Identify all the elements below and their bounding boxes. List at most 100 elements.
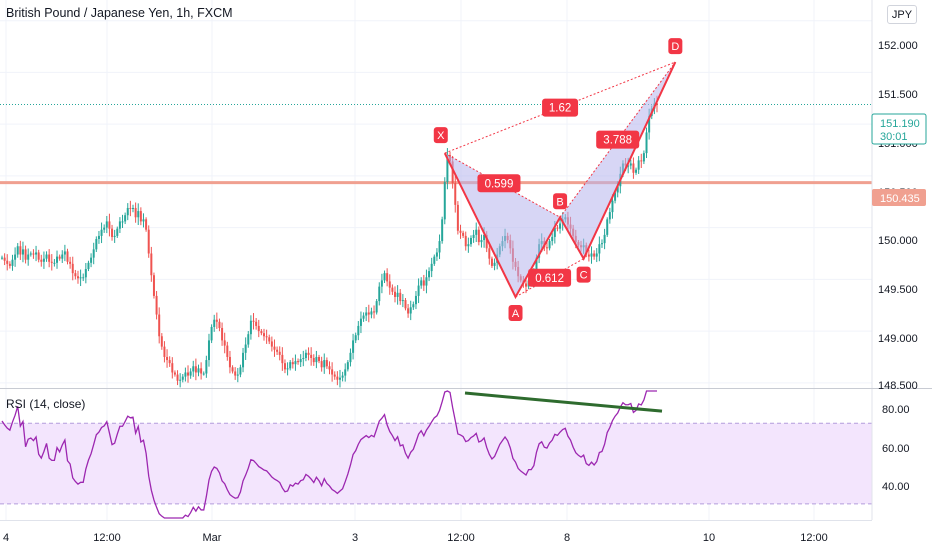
candle-body bbox=[352, 340, 355, 353]
pattern-point-label: B bbox=[553, 193, 568, 210]
candle-body bbox=[231, 367, 234, 372]
candle-body bbox=[475, 229, 478, 235]
candle-body bbox=[459, 230, 462, 233]
pattern-ratio-bg bbox=[528, 268, 572, 287]
candle-body bbox=[443, 182, 446, 220]
candle-body bbox=[124, 215, 127, 222]
price-tick: 152.000 bbox=[878, 40, 918, 52]
candle-body bbox=[42, 258, 45, 262]
candle-body bbox=[559, 223, 562, 229]
candle-body bbox=[477, 229, 480, 243]
candle-body bbox=[386, 273, 389, 282]
price-tick: 150.000 bbox=[878, 235, 918, 247]
candle-body bbox=[320, 361, 323, 368]
candle-body bbox=[268, 337, 271, 342]
candle-body bbox=[40, 259, 43, 262]
candle-body bbox=[210, 326, 213, 341]
candle-body bbox=[488, 248, 491, 259]
candle-body bbox=[467, 244, 470, 247]
candle-body bbox=[391, 287, 394, 292]
candle-body bbox=[645, 132, 648, 154]
candle-body bbox=[637, 160, 640, 170]
candle-body bbox=[315, 356, 318, 363]
pattern-point-text: D bbox=[671, 41, 679, 53]
candle-body bbox=[145, 219, 148, 230]
candle-body bbox=[207, 340, 210, 361]
time-tick: 12:00 bbox=[447, 532, 475, 544]
pattern-ratio-label: 0.599 bbox=[477, 174, 521, 193]
candle-body bbox=[69, 261, 72, 264]
candle-body bbox=[551, 236, 554, 242]
candle-body bbox=[160, 336, 163, 347]
candle-body bbox=[328, 366, 331, 370]
candle-body bbox=[187, 372, 190, 376]
candle-body bbox=[221, 327, 224, 341]
candle-body bbox=[367, 312, 370, 315]
candle-body bbox=[118, 221, 121, 229]
pattern-ratio-label: 3.788 bbox=[596, 130, 640, 149]
pattern-ratio-line bbox=[444, 61, 676, 154]
candle-body bbox=[50, 261, 53, 263]
candle-body bbox=[194, 366, 197, 373]
candle-body bbox=[373, 311, 376, 313]
candle-body bbox=[428, 271, 431, 278]
candle-body bbox=[24, 249, 27, 260]
candle-body bbox=[166, 356, 169, 361]
candle-body bbox=[556, 227, 559, 229]
candle-body bbox=[535, 257, 538, 276]
time-tick: 3 bbox=[352, 532, 358, 544]
rsi-title: RSI (14, close) bbox=[6, 397, 86, 411]
pattern-ratio-bg bbox=[542, 98, 579, 117]
candle-body bbox=[239, 367, 242, 375]
pattern-ratio-text: 1.62 bbox=[549, 103, 571, 115]
candle-body bbox=[587, 254, 590, 257]
time-axis: 4 12:00 Mar 3 12:00 8 10 12:00 bbox=[3, 532, 828, 544]
candle-body bbox=[359, 318, 362, 326]
candle-body bbox=[226, 345, 229, 357]
pattern-ratio-label: 0.612 bbox=[528, 268, 572, 287]
pattern-point-label: A bbox=[508, 304, 523, 321]
candle-body bbox=[401, 300, 404, 302]
candle-body bbox=[383, 273, 386, 281]
level-price-badge-bg bbox=[872, 189, 926, 206]
candle-body bbox=[121, 221, 124, 223]
pattern-ratio-label: 1.62 bbox=[542, 98, 579, 117]
rsi-tick: 60.00 bbox=[882, 443, 910, 455]
candle-body bbox=[37, 252, 40, 260]
candle-body bbox=[202, 373, 205, 375]
candle-body bbox=[48, 254, 51, 262]
candle-body bbox=[74, 273, 77, 277]
level-price-badge: 150.435 bbox=[872, 189, 926, 206]
candle-body bbox=[433, 256, 436, 264]
candle-body bbox=[66, 251, 69, 262]
candle-body bbox=[184, 372, 187, 377]
candle-body bbox=[215, 319, 218, 322]
candle-body bbox=[430, 263, 433, 272]
candle-body bbox=[307, 352, 310, 355]
candle-body bbox=[341, 375, 344, 378]
currency-button[interactable]: JPY bbox=[887, 5, 917, 24]
candle-body bbox=[263, 333, 265, 337]
candle-body bbox=[323, 360, 326, 368]
candle-body bbox=[414, 295, 417, 305]
candle-body bbox=[129, 207, 132, 210]
candle-body bbox=[29, 253, 32, 255]
candle-body bbox=[14, 254, 17, 260]
candle-body bbox=[283, 363, 286, 370]
candle-body bbox=[278, 351, 281, 355]
candle-body bbox=[45, 254, 48, 259]
candle-body bbox=[234, 371, 237, 376]
candle-body bbox=[103, 227, 106, 230]
candle-body bbox=[236, 374, 239, 376]
candle-body bbox=[370, 311, 373, 315]
time-tick: 8 bbox=[564, 532, 570, 544]
candle-body bbox=[181, 376, 184, 380]
rsi-line bbox=[1, 390, 657, 519]
pattern-point-bg bbox=[553, 193, 568, 210]
pattern-fill-xab bbox=[444, 153, 561, 297]
pattern-point-label: X bbox=[433, 127, 448, 144]
candle-body bbox=[247, 334, 250, 345]
candle-body bbox=[409, 307, 412, 314]
candle-body bbox=[446, 155, 449, 183]
candle-body bbox=[375, 301, 378, 313]
